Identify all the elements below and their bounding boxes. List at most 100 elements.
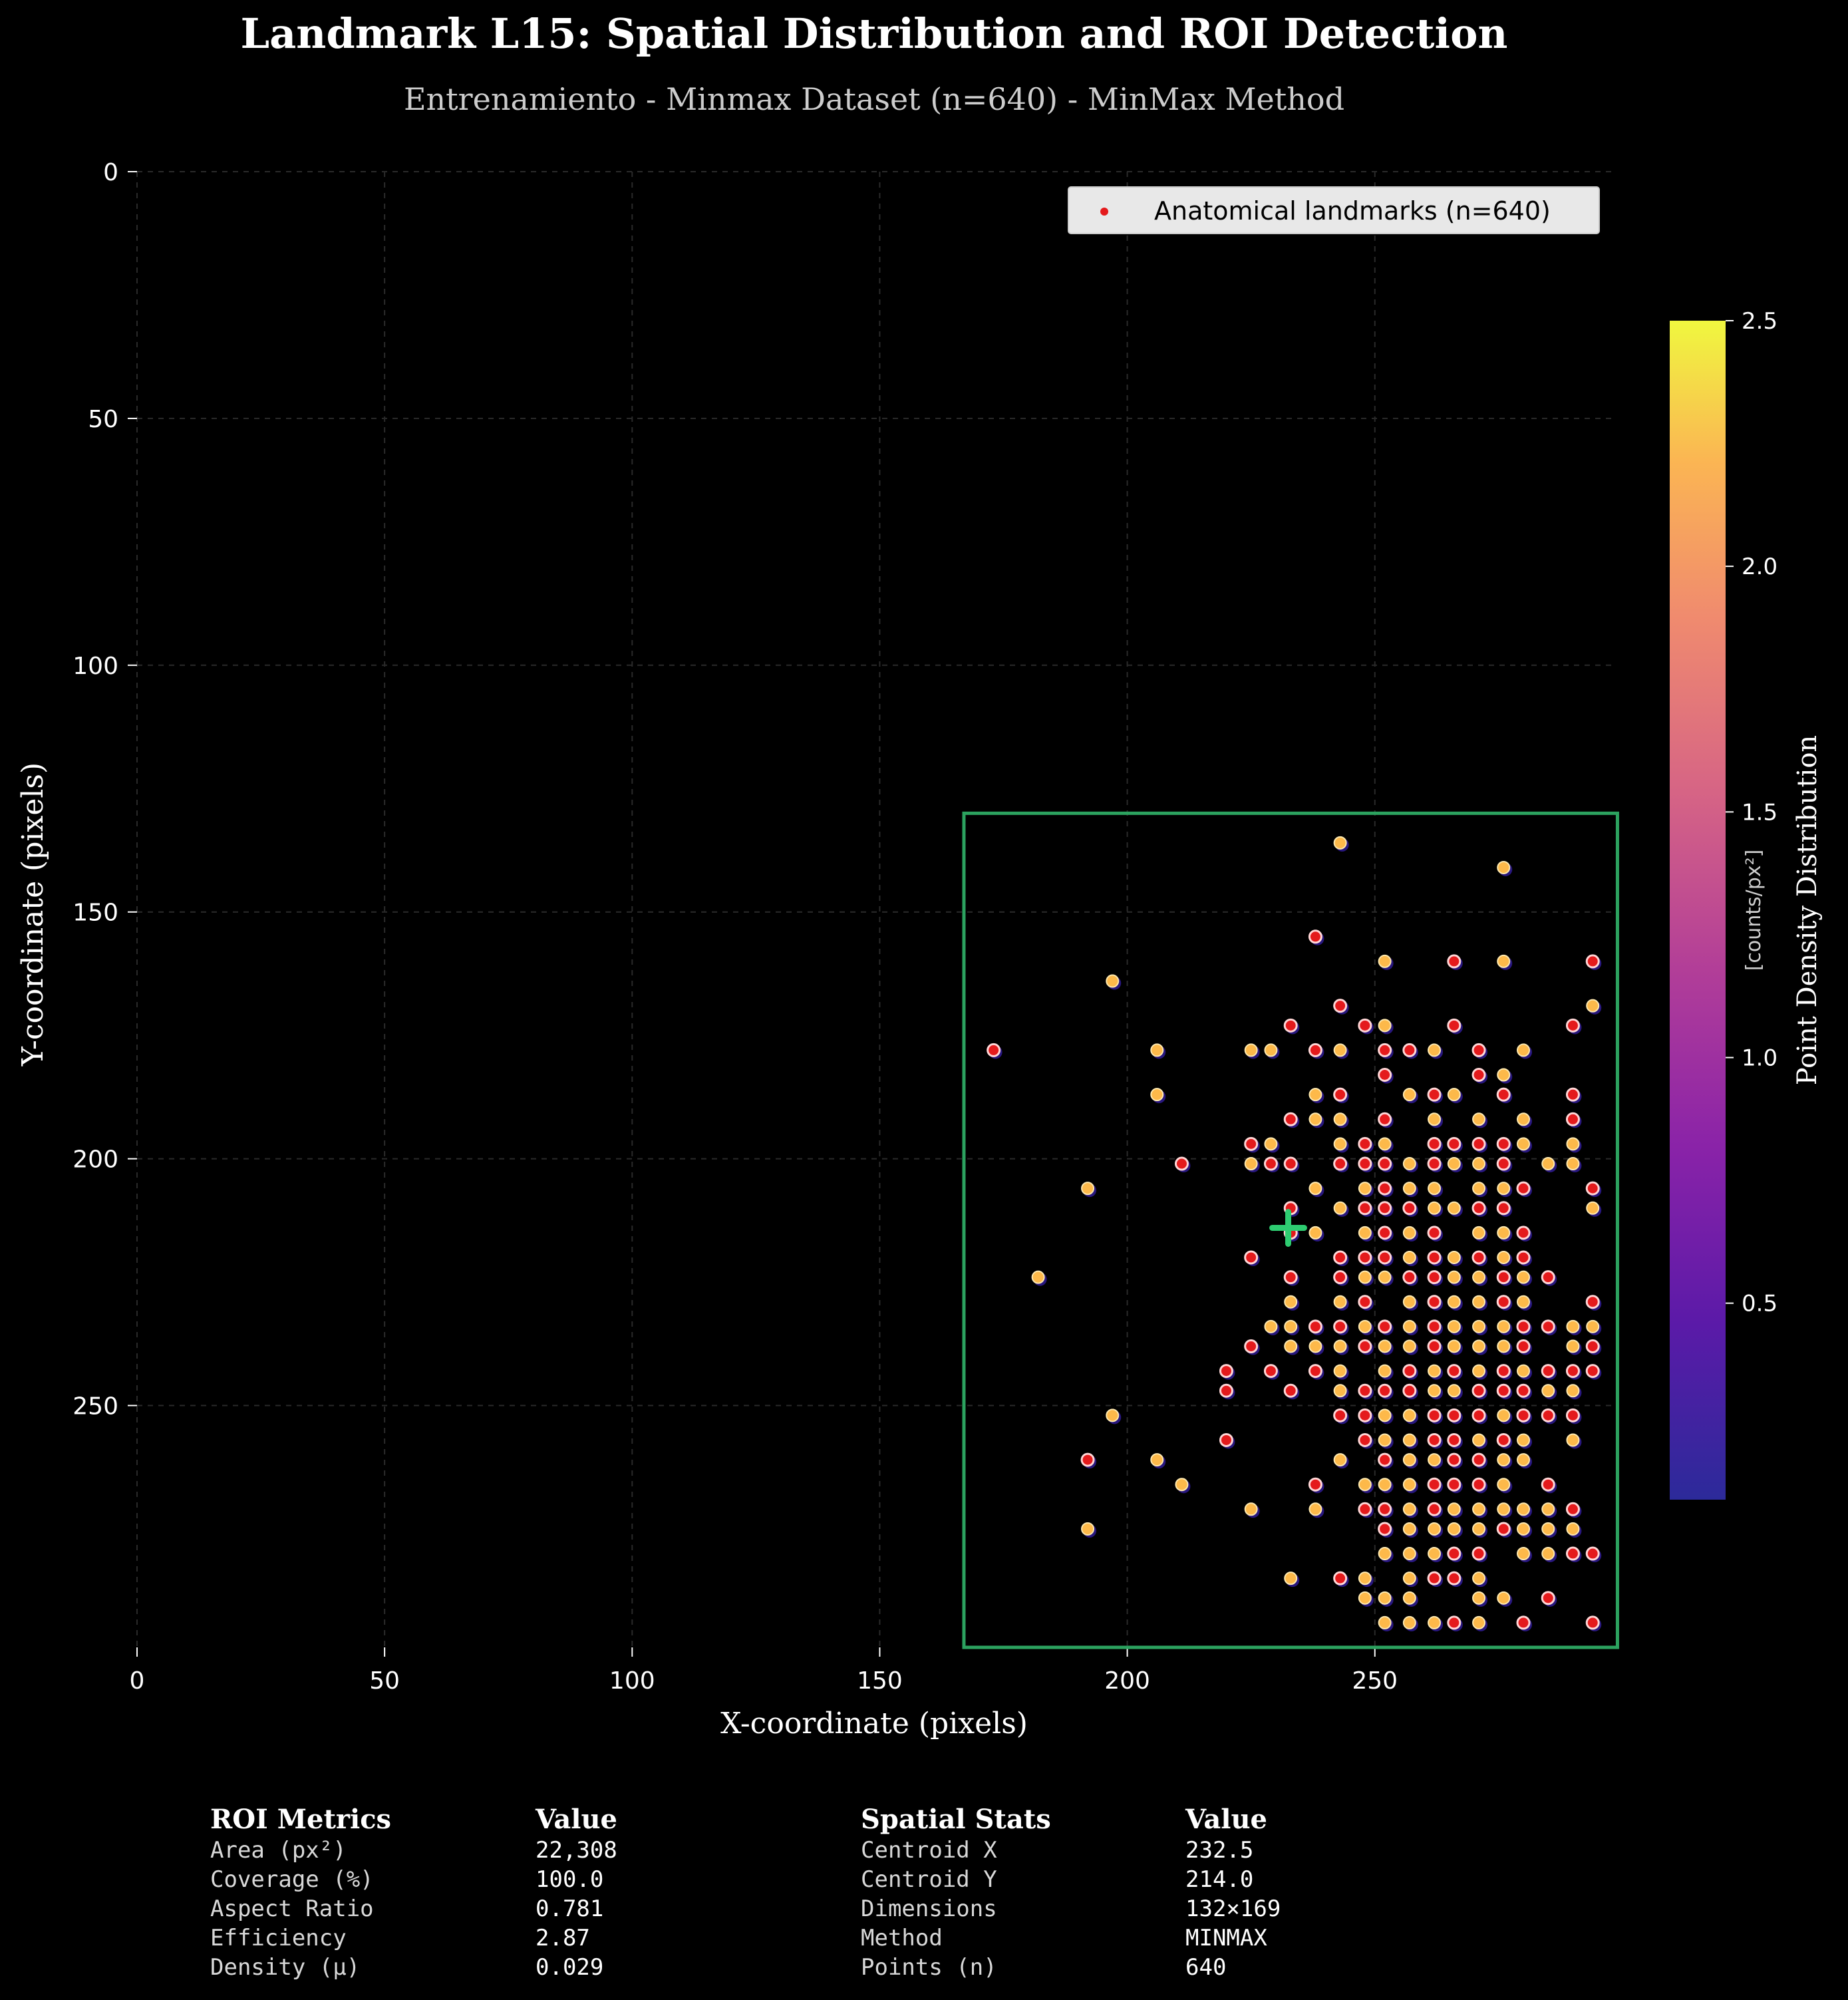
point-marker (1402, 1478, 1416, 1492)
landmark-point (1244, 1157, 1260, 1173)
point-marker (1402, 1547, 1416, 1561)
landmark-point (1333, 1156, 1349, 1173)
point-marker (1358, 1018, 1372, 1033)
landmark-point (1447, 1477, 1463, 1494)
landmark-point (1402, 1409, 1418, 1424)
point-marker (1497, 1068, 1511, 1082)
landmark-point (1333, 836, 1349, 852)
point-marker (1517, 1364, 1531, 1378)
metric-value: 100.0 (536, 1866, 603, 1893)
landmark-point (1308, 929, 1324, 945)
point-marker (1471, 1250, 1486, 1265)
point-marker (1447, 1571, 1462, 1585)
landmark-point (1541, 1157, 1557, 1173)
stat-value: MINMAX (1185, 1925, 1267, 1951)
legend-label: Anatomical landmarks (n=640) (1154, 196, 1551, 226)
point-marker (1263, 1364, 1278, 1379)
y-tick-label: 50 (88, 406, 118, 433)
point-marker (1447, 1522, 1461, 1536)
landmark-point (1497, 1068, 1513, 1084)
landmark-point (1309, 1339, 1324, 1355)
point-marker (1541, 1270, 1555, 1285)
point-marker (1402, 1364, 1417, 1379)
point-marker (1428, 1384, 1442, 1398)
roi-bounding-box (962, 811, 1619, 1649)
landmark-point (1378, 1433, 1394, 1449)
point-marker (1428, 1453, 1442, 1467)
landmark-point (1402, 1319, 1418, 1335)
landmark-point (1428, 1201, 1444, 1217)
landmark-point (1586, 1201, 1602, 1217)
point-marker (1333, 1453, 1347, 1467)
landmark-point (1447, 1571, 1463, 1587)
point-marker (1427, 1432, 1442, 1447)
point-marker (1378, 1502, 1392, 1516)
stat-value: 132×169 (1185, 1896, 1281, 1922)
landmark-point (1358, 1250, 1374, 1266)
landmark-point (1585, 1364, 1602, 1380)
point-marker (1106, 1409, 1120, 1422)
y-tick-label: 0 (103, 159, 118, 186)
point-marker (1309, 1088, 1322, 1102)
landmark-point (1402, 1522, 1418, 1538)
point-marker (1378, 1250, 1392, 1265)
landmark-point (1358, 1502, 1374, 1518)
landmark-point (1428, 1547, 1444, 1563)
point-marker (1471, 1068, 1486, 1083)
landmark-point (987, 1043, 1002, 1059)
point-marker (1308, 929, 1322, 944)
point-marker (1585, 1615, 1600, 1630)
landmark-point (1447, 1018, 1463, 1035)
metrics-header-label: ROI Metrics (210, 1804, 391, 1835)
landmark-point (1471, 1477, 1488, 1494)
point-marker (1358, 1201, 1372, 1216)
landmark-point (1541, 1502, 1557, 1518)
landmark-point (1333, 1453, 1349, 1469)
point-marker (1263, 1156, 1278, 1171)
landmark-point (1402, 1043, 1418, 1059)
landmark-point (1378, 1043, 1394, 1059)
y-tick-label: 200 (73, 1146, 118, 1174)
point-marker (1497, 860, 1511, 874)
landmark-point (1541, 1591, 1557, 1607)
landmark-point (1358, 1201, 1374, 1217)
point-marker (1447, 1250, 1461, 1264)
point-marker (1447, 1408, 1462, 1422)
point-marker (1378, 1433, 1392, 1447)
landmark-point (1308, 1319, 1324, 1335)
point-marker (1378, 1068, 1392, 1083)
landmark-point (1472, 1270, 1488, 1286)
point-marker (1308, 1043, 1322, 1057)
landmark-point (1402, 1547, 1418, 1563)
landmark-point (1517, 1270, 1533, 1286)
metric-label: Aspect Ratio (210, 1896, 374, 1922)
point-marker (1516, 1250, 1531, 1265)
landmark-point (1447, 1384, 1463, 1400)
point-marker (1333, 1250, 1348, 1265)
landmark-point (1333, 1270, 1349, 1286)
point-marker (1244, 1136, 1259, 1151)
point-marker (1516, 1181, 1531, 1196)
point-marker (1497, 1319, 1511, 1333)
point-marker (1358, 1295, 1372, 1309)
landmark-point (1428, 1364, 1444, 1380)
landmark-point (1471, 1408, 1488, 1424)
point-marker (1333, 1137, 1347, 1151)
landmark-point (1428, 1043, 1444, 1059)
point-marker (1472, 1572, 1486, 1585)
point-marker (1565, 1408, 1580, 1422)
point-marker (1585, 954, 1600, 969)
colorbar-tick-label: 0.5 (1742, 1291, 1777, 1317)
stats-header-value: Value (1185, 1804, 1267, 1835)
landmark-point (1496, 1432, 1513, 1449)
stat-label: Dimensions (861, 1896, 997, 1922)
point-marker (1566, 1384, 1580, 1398)
point-marker (1378, 1270, 1392, 1284)
point-marker (1428, 1201, 1442, 1215)
landmark-point (1497, 1339, 1513, 1355)
point-marker (1244, 1043, 1258, 1057)
point-marker (1309, 1182, 1322, 1196)
point-marker (1541, 1477, 1555, 1492)
landmark-point (1472, 1591, 1488, 1607)
landmark-point (1358, 1270, 1374, 1286)
